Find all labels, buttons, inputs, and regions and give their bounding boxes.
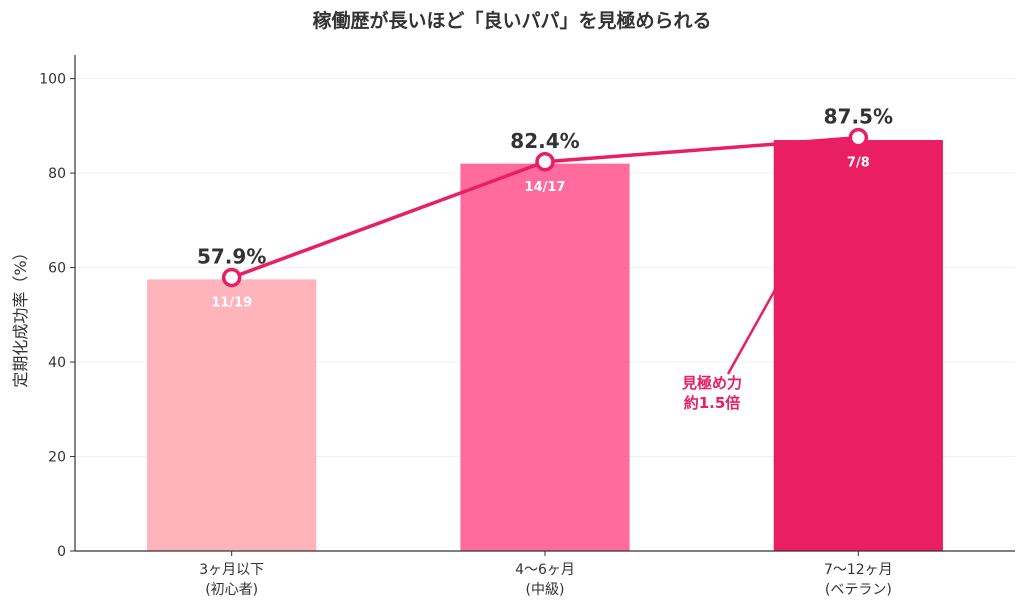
trend-point xyxy=(535,152,555,172)
data-labels: 57.9% 11/19 82.4% 14/17 87.5% 7/8 xyxy=(197,105,893,311)
value-label: 82.4% xyxy=(510,129,579,153)
annotation-arrow xyxy=(726,140,859,375)
y-axis-label: 定期化成功率（%） xyxy=(11,244,30,387)
trend-line-group xyxy=(221,127,869,288)
x-tick-label: 7〜12ヶ月 xyxy=(824,562,893,578)
annotation-line2: 約1.5倍 xyxy=(684,394,741,412)
fraction-label: 11/19 xyxy=(211,295,252,310)
y-tick-label: 60 xyxy=(48,261,66,277)
bar xyxy=(460,163,630,551)
trend-point xyxy=(848,127,869,148)
y-tick-label: 80 xyxy=(48,166,66,182)
fraction-label: 14/17 xyxy=(525,180,566,195)
bar xyxy=(147,279,317,551)
chart-title: 稼働歴が長いほど「良いパパ」を見極められる xyxy=(312,9,711,32)
x-tick-label: 4〜6ヶ月 xyxy=(515,562,575,578)
value-label: 87.5% xyxy=(824,105,893,129)
fraction-label: 7/8 xyxy=(847,156,870,171)
x-tick-label: 3ヶ月以下 xyxy=(199,562,264,578)
x-tick-sublabel: (中級) xyxy=(526,582,565,598)
x-tick-sublabel: (初心者) xyxy=(205,581,258,598)
y-tick-label: 20 xyxy=(48,450,66,466)
y-tick-label: 100 xyxy=(39,72,66,88)
y-tick-label: 0 xyxy=(57,544,66,560)
annotation-line1: 見極め力 xyxy=(681,374,742,392)
y-tick-label: 40 xyxy=(48,355,66,371)
bars xyxy=(147,140,943,551)
value-label: 57.9% xyxy=(197,244,266,268)
bar xyxy=(773,140,943,551)
axes: 0 20 40 60 80 100 3ヶ月以下 (初心者) 4〜6ヶ月 (中級) 7〜12ヶ月 (ベテ… xyxy=(39,55,1015,598)
x-tick-sublabel: (ベテラン) xyxy=(825,582,892,598)
trend-point xyxy=(221,267,242,288)
